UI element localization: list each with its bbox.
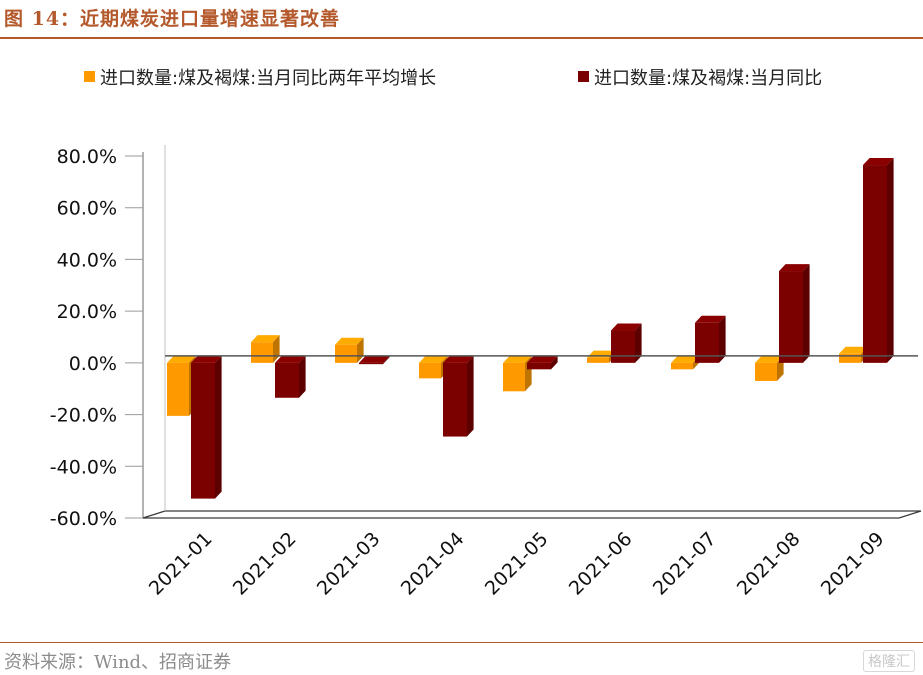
x-tick-label: 2021-06: [565, 528, 637, 600]
legend-label-series-1: 进口数量:煤及褐煤:当月同比两年平均增长: [100, 68, 436, 89]
bar: [443, 355, 474, 437]
legend-swatch-series-2: [578, 71, 589, 82]
bars: [165, 158, 918, 499]
y-tick-label: 0.0%: [69, 353, 117, 375]
x-tick-label: 2021-03: [313, 528, 385, 600]
figure-title: 图 14：近期煤炭进口量增速显著改善: [4, 8, 341, 30]
bar: [251, 335, 280, 363]
watermark-logo: 格隆汇: [863, 650, 915, 672]
bar-top-face: [335, 337, 364, 345]
bar-front-face: [671, 362, 693, 370]
bar-side-face: [215, 355, 222, 499]
bar-top-face: [251, 335, 280, 343]
bar-side-face: [635, 323, 642, 363]
legend-swatch-series-1: [84, 71, 95, 82]
bar-front-face: [779, 271, 803, 363]
bar-front-face: [359, 362, 383, 365]
bar: [779, 264, 810, 363]
x-tick-label: 2021-02: [229, 528, 301, 600]
bar-front-face: [863, 165, 887, 363]
x-axis-tick-labels: 2021-01 2021-02 2021-03 2021-04 2021-05 2021-…: [145, 528, 889, 600]
plot-floor: [142, 510, 922, 519]
bar-top-face: [839, 346, 868, 354]
source-divider: [0, 642, 923, 643]
bar-front-face: [251, 342, 273, 363]
y-tick-label: -60.0%: [50, 508, 117, 530]
title-divider: [0, 37, 923, 39]
bar-top-face: [359, 355, 390, 363]
bar-top-face: [779, 264, 810, 272]
bar-chart: 进口数量:煤及褐煤:当月同比两年平均增长 进口数量:煤及褐煤:当月同比 -60.…: [50, 68, 922, 600]
bar-side-face: [383, 355, 390, 365]
bar-side-face: [299, 355, 306, 398]
bar-front-face: [443, 362, 467, 437]
y-tick-label: 80.0%: [57, 146, 117, 168]
bar-front-face: [695, 322, 719, 363]
x-tick-label: 2021-01: [145, 528, 217, 600]
bar: [863, 158, 894, 363]
bar-top-face: [503, 355, 532, 363]
y-tick-label: 20.0%: [57, 301, 117, 323]
bar-top-face: [695, 315, 726, 323]
bar-top-face: [275, 355, 306, 363]
bar: [275, 355, 306, 398]
bar-front-face: [191, 362, 215, 499]
bar: [335, 337, 364, 363]
bar-top-face: [191, 355, 222, 363]
x-tick-label: 2021-08: [733, 528, 805, 600]
bar-top-face: [527, 355, 558, 363]
source-note: 资料来源：Wind、招商证券: [4, 652, 232, 673]
bar-top-face: [755, 355, 784, 363]
bar-front-face: [587, 357, 609, 363]
y-axis-tick-labels: -60.0% -40.0% -20.0% 0.0% 20.0% 40.0% 60.0% 80.…: [50, 146, 143, 530]
bar: [503, 355, 532, 392]
bar-front-face: [839, 353, 861, 363]
bar-top-face: [611, 323, 642, 331]
bar: [359, 355, 390, 365]
bar-front-face: [611, 330, 635, 363]
y-tick-label: 40.0%: [57, 249, 117, 271]
bar-front-face: [335, 344, 357, 363]
bar-side-face: [887, 158, 894, 363]
bar-top-face: [863, 158, 894, 166]
plot-frame: [142, 145, 922, 519]
bar-top-face: [671, 355, 700, 363]
bar: [527, 355, 558, 370]
y-tick-label: -20.0%: [50, 405, 117, 427]
bar: [191, 355, 222, 499]
bar-top-face: [419, 355, 448, 363]
x-tick-label: 2021-05: [481, 528, 553, 600]
bar-side-face: [803, 264, 810, 363]
bar: [611, 323, 642, 363]
bar-front-face: [167, 362, 189, 416]
x-tick-label: 2021-09: [817, 528, 889, 600]
bar-front-face: [419, 362, 441, 379]
bar-top-face: [443, 355, 474, 363]
bar-front-face: [527, 362, 551, 370]
bar-side-face: [719, 315, 726, 363]
bar-front-face: [503, 362, 525, 392]
bar-side-face: [551, 355, 558, 370]
y-tick-label: -40.0%: [50, 456, 117, 478]
legend-label-series-2: 进口数量:煤及褐煤:当月同比: [594, 68, 822, 89]
bar-top-face: [167, 355, 196, 363]
bar-side-face: [467, 355, 474, 437]
legend: 进口数量:煤及褐煤:当月同比两年平均增长 进口数量:煤及褐煤:当月同比: [84, 68, 822, 89]
x-tick-label: 2021-04: [397, 528, 469, 600]
y-tick-label: 60.0%: [57, 198, 117, 220]
bar-front-face: [275, 362, 299, 398]
x-tick-label: 2021-07: [649, 528, 721, 600]
bar-front-face: [755, 362, 777, 381]
